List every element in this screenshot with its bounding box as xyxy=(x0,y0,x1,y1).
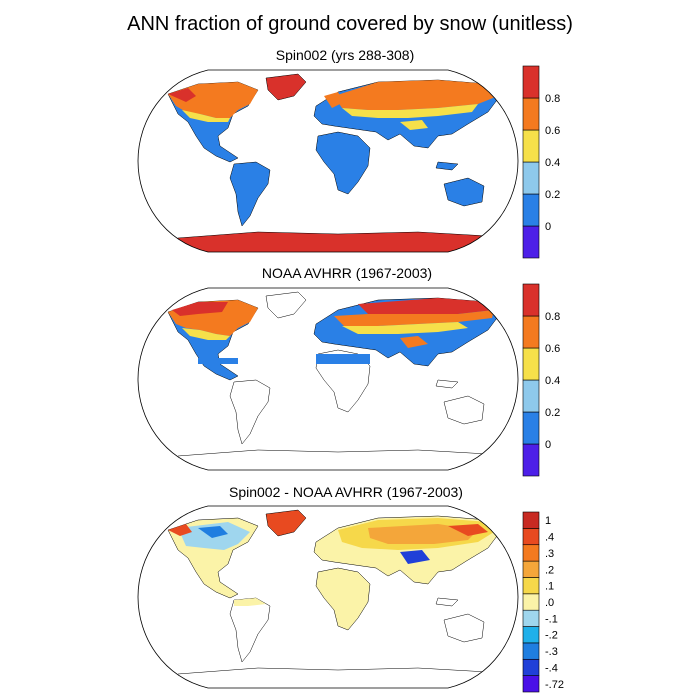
greenland-positive xyxy=(265,509,307,537)
colorbar-3-tick-label: .2 xyxy=(545,564,554,576)
colorbar-3-segment-1 xyxy=(522,658,540,676)
colorbar-3-segment-8 xyxy=(522,544,540,562)
colorbar-1-tick-label: 0.2 xyxy=(545,189,560,201)
greenland-land xyxy=(265,73,307,101)
colorbar-2-tick-label: 0.8 xyxy=(545,311,560,323)
colorbar-3-segment-5 xyxy=(522,593,540,611)
colorbar-3-tick-label: .0 xyxy=(545,597,554,609)
indonesia-outline xyxy=(435,597,459,607)
africa-outline xyxy=(315,349,371,413)
colorbar-3-segment-7 xyxy=(522,560,540,578)
colorbar-3-segment-10 xyxy=(522,511,540,529)
tibet-snow xyxy=(400,120,428,130)
tibet-negative xyxy=(400,550,430,564)
south-america-land xyxy=(229,161,271,227)
antarctica-outline xyxy=(177,449,489,457)
colorbar-2-segment-5 xyxy=(522,283,540,317)
tibet-mid-snow xyxy=(400,336,428,348)
colorbar-2-tick-label: 0.2 xyxy=(545,407,560,419)
north-america-low-snow xyxy=(182,110,230,122)
australia-outline xyxy=(443,395,485,425)
scandinavia-snow xyxy=(324,92,344,108)
colorbar-3: -.72 -.4 -.3 -.2 -.1 .0 .1 .2 .3 .4 1 xyxy=(522,511,564,693)
eurasia-low-snow xyxy=(342,322,468,334)
colorbar-1-tick-label: 0 xyxy=(545,221,551,233)
colorbar-1-segment-5 xyxy=(522,65,540,99)
colorbar-3-tick-label: .1 xyxy=(545,581,554,593)
colorbar-3-segment-9 xyxy=(522,528,540,546)
south-america-north xyxy=(234,598,266,606)
eurasia-strong-positive xyxy=(368,524,478,544)
colorbar-3-tick-label: -.72 xyxy=(545,679,564,691)
australia-outline xyxy=(443,613,485,643)
alaska-high-snow xyxy=(168,88,196,102)
colorbar-2-tick-label: 0.4 xyxy=(545,375,560,387)
colorbar-2-segment-1 xyxy=(522,411,540,445)
colorbar-3-segment-4 xyxy=(522,609,540,627)
alaska-positive xyxy=(168,524,192,536)
map3-outline xyxy=(137,505,519,689)
colorbar-3-tick-label: -.1 xyxy=(545,613,558,625)
colorbar-3-tick-label: -.4 xyxy=(545,662,558,674)
colorbar-2-tick-label: 0 xyxy=(545,439,551,451)
colorbar-3-tick-label: -.3 xyxy=(545,646,558,658)
antarctica-outline xyxy=(177,667,489,675)
colorbar-2-segment-2 xyxy=(522,379,540,413)
colorbar-3-tick-label: .4 xyxy=(545,532,554,544)
map2-observed-snow xyxy=(137,287,519,471)
south-america-outline xyxy=(229,597,271,663)
antarctica-land xyxy=(138,231,518,252)
map3-difference xyxy=(137,505,519,689)
map3-title: Spin002 - NOAA AVHRR (1967-2003) xyxy=(229,484,463,500)
greenland-outline xyxy=(265,291,307,319)
colorbar-2-segment-3 xyxy=(522,347,540,381)
colorbar-1: 0 0.2 0.4 0.6 0.8 xyxy=(522,65,560,259)
africa-land xyxy=(315,567,371,631)
siberia-hotspot xyxy=(448,524,488,536)
north-africa-band xyxy=(316,354,370,364)
colorbar-1-segment-4 xyxy=(522,97,540,131)
colorbar-1-segment-0 xyxy=(522,225,540,259)
colorbar-1-segment-1 xyxy=(522,193,540,227)
central-america-band xyxy=(198,358,238,364)
map1-title: Spin002 (yrs 288-308) xyxy=(275,47,415,63)
page-title: ANN fraction of ground covered by snow (… xyxy=(127,13,573,35)
eurasia-low-snow xyxy=(342,104,478,118)
north-america-high-snow xyxy=(172,302,228,316)
colorbar-3-segment-6 xyxy=(522,577,540,595)
colorbar-3-tick-label: .3 xyxy=(545,548,554,560)
colorbar-2: 0 0.2 0.4 0.6 0.8 xyxy=(522,283,560,477)
colorbar-3-segment-0 xyxy=(522,675,540,693)
north-america-strong-negative xyxy=(198,526,228,538)
colorbar-1-segment-2 xyxy=(522,161,540,195)
map2-title: NOAA AVHRR (1967-2003) xyxy=(261,265,433,281)
eurasia-mid-snow xyxy=(334,80,498,110)
australia-land xyxy=(443,177,485,207)
colorbar-3-segment-2 xyxy=(522,642,540,660)
colorbar-3-tick-label: 1 xyxy=(545,515,551,527)
colorbar-1-tick-label: 0.8 xyxy=(545,93,560,105)
eurasia-mid-snow xyxy=(334,310,494,326)
colorbar-2-tick-label: 0.6 xyxy=(545,343,560,355)
indonesia-land xyxy=(435,161,459,171)
south-america-outline xyxy=(229,379,271,445)
map2-outline xyxy=(137,287,519,471)
colorbar-1-tick-label: 0.6 xyxy=(545,125,560,137)
colorbar-3-tick-label: -.2 xyxy=(545,630,558,642)
north-america-low-snow xyxy=(182,328,230,340)
map1-model-snow xyxy=(137,69,519,253)
map1-outline xyxy=(137,69,519,253)
indonesia-outline xyxy=(435,379,459,389)
colorbar-1-segment-3 xyxy=(522,129,540,163)
eurasia-high-snow xyxy=(358,298,494,314)
colorbar-1-tick-label: 0.4 xyxy=(545,157,560,169)
colorbar-2-segment-0 xyxy=(522,443,540,477)
colorbar-3-segment-3 xyxy=(522,626,540,644)
africa-land xyxy=(315,131,371,195)
colorbar-2-segment-4 xyxy=(522,315,540,349)
